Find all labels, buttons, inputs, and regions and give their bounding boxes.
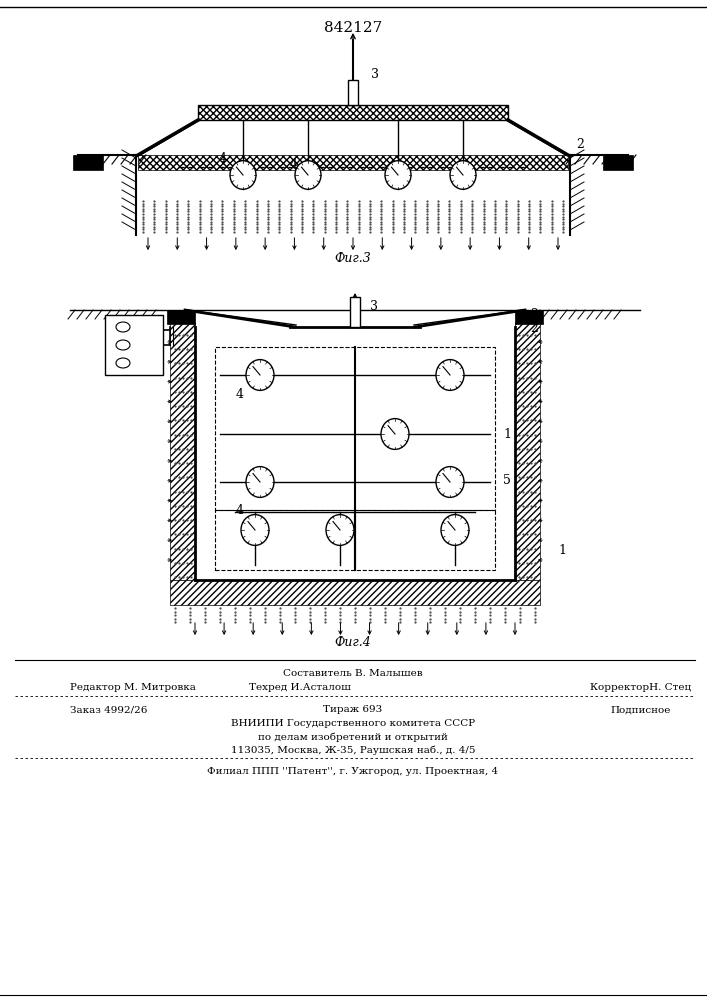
Text: КорректорН. Стец: КорректорН. Стец xyxy=(590,684,691,692)
Text: Фиг.3: Фиг.3 xyxy=(334,251,371,264)
Ellipse shape xyxy=(436,360,464,390)
Text: 3: 3 xyxy=(371,68,379,82)
Ellipse shape xyxy=(246,360,274,390)
Text: 842127: 842127 xyxy=(324,21,382,35)
Bar xyxy=(350,297,360,327)
Text: 4: 4 xyxy=(236,388,244,401)
Ellipse shape xyxy=(441,515,469,545)
Text: 3: 3 xyxy=(370,300,378,314)
Ellipse shape xyxy=(381,419,409,449)
Bar xyxy=(138,155,568,170)
Ellipse shape xyxy=(436,467,464,497)
Text: Редактор М. Митровка: Редактор М. Митровка xyxy=(70,684,196,692)
Ellipse shape xyxy=(450,161,476,189)
Bar xyxy=(198,105,508,120)
Text: 5: 5 xyxy=(503,474,511,487)
Bar xyxy=(603,155,633,170)
Ellipse shape xyxy=(230,161,256,189)
Text: 2: 2 xyxy=(530,308,538,322)
Text: 1: 1 xyxy=(503,428,511,440)
Text: 113035, Москва, Ж-35, Раушская наб., д. 4/5: 113035, Москва, Ж-35, Раушская наб., д. … xyxy=(230,745,475,755)
Ellipse shape xyxy=(295,161,321,189)
Text: 4: 4 xyxy=(290,158,298,172)
Ellipse shape xyxy=(241,515,269,545)
Text: 2: 2 xyxy=(576,138,584,151)
Ellipse shape xyxy=(326,515,354,545)
Bar xyxy=(215,510,495,570)
Text: 1: 1 xyxy=(558,544,566,556)
Text: Филиал ППП ''Патент'', г. Ужгород, ул. Проектная, 4: Филиал ППП ''Патент'', г. Ужгород, ул. П… xyxy=(207,768,498,776)
Text: 4: 4 xyxy=(236,504,244,516)
Text: Подписное: Подписное xyxy=(610,706,670,714)
Text: 2: 2 xyxy=(530,322,538,334)
Bar xyxy=(348,80,358,105)
Text: 4: 4 xyxy=(219,152,227,165)
Bar xyxy=(105,315,163,375)
Bar xyxy=(515,310,543,324)
Bar xyxy=(167,310,195,324)
Text: Тираж 693: Тираж 693 xyxy=(323,706,382,714)
Text: Составитель В. Малышев: Составитель В. Малышев xyxy=(284,670,423,678)
Bar xyxy=(73,155,103,170)
Bar xyxy=(515,322,540,580)
Text: ВНИИПИ Государственного комитета СССР: ВНИИПИ Государственного комитета СССР xyxy=(231,720,475,728)
Ellipse shape xyxy=(246,467,274,497)
Ellipse shape xyxy=(385,161,411,189)
Bar xyxy=(215,347,495,510)
Text: Заказ 4992/26: Заказ 4992/26 xyxy=(70,706,147,714)
Bar xyxy=(170,580,540,605)
Text: Техред И.Асталош: Техред И.Асталош xyxy=(249,684,351,692)
Text: по делам изобретений и открытий: по делам изобретений и открытий xyxy=(258,732,448,742)
Bar xyxy=(170,322,195,580)
Text: Фиг.4: Фиг.4 xyxy=(334,636,371,648)
